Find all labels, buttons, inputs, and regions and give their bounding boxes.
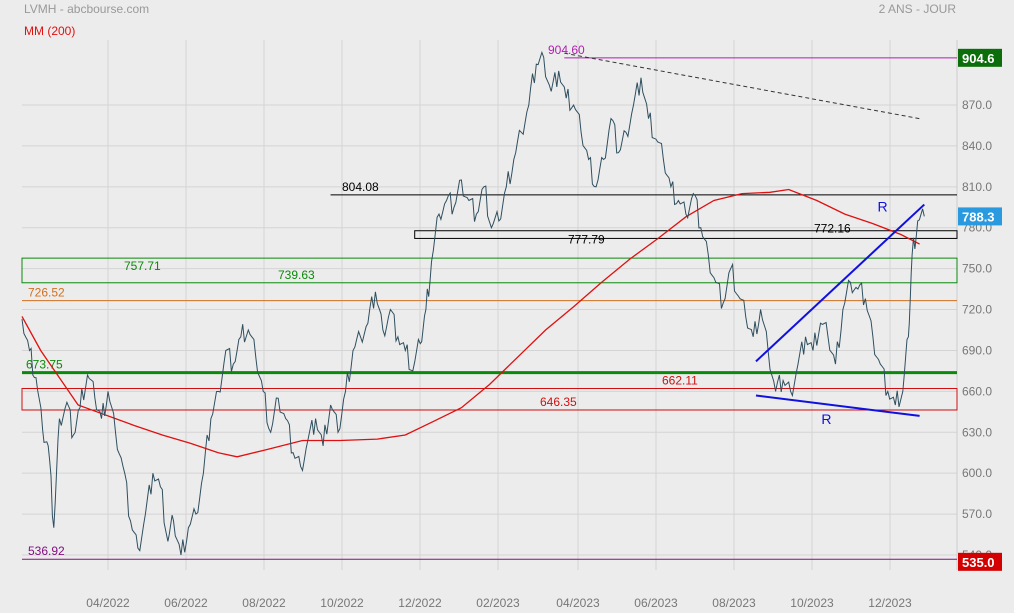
x-tick-label: 02/2023 [476, 596, 520, 610]
price-badge [958, 552, 1002, 571]
x-tick-label: 12/2023 [868, 596, 912, 610]
zone-label-bottom: 772.16 [814, 221, 851, 235]
ma200-line [21, 188, 920, 458]
y-tick-label: 690.0 [962, 343, 992, 357]
level-label: 673.75 [26, 358, 63, 372]
price-badge-label: 788.3 [962, 209, 995, 224]
y-tick-label: 630.0 [962, 425, 992, 439]
price-badge-label: 535.0 [962, 555, 995, 570]
level-label: 662.11 [662, 373, 698, 387]
chart-title: LVMH - abcbourse.com [24, 2, 150, 16]
zone-label-top: 777.79 [568, 233, 605, 247]
x-tick-label: 06/2023 [634, 596, 678, 610]
series-layer [21, 50, 925, 556]
zone-rect [414, 230, 958, 239]
level-label: 646.35 [540, 395, 577, 409]
y-tick-label: 870.0 [962, 98, 992, 112]
y-tick-label: 660.0 [962, 384, 992, 398]
trendline [755, 394, 920, 417]
x-tick-label: 10/2023 [790, 596, 834, 610]
x-tick-label: 06/2022 [164, 596, 208, 610]
price-badge-label: 904.6 [962, 51, 995, 66]
x-tick-label: 10/2022 [320, 596, 364, 610]
y-tick-label: 750.0 [962, 262, 992, 276]
y-tick-label: 840.0 [962, 139, 992, 153]
price-badge [958, 207, 1002, 226]
zone-label-top: 757.71 [124, 259, 161, 273]
price-badge [958, 48, 1002, 67]
level-label: 536.92 [28, 544, 65, 558]
level-label: 804.08 [342, 180, 379, 194]
levels-layer: 904.60 804.08 726.52 673.75 662.11 646.35 536.… [22, 43, 957, 560]
zone-rect [21, 257, 958, 284]
y-tick-label: 810.0 [962, 180, 992, 194]
y-tick-label: 720.0 [962, 303, 992, 317]
trendline [755, 203, 925, 363]
grid-layer [22, 40, 958, 570]
trendline [564, 52, 920, 120]
zones-layer: 757.71 739.63 777.79 772.16 [21, 221, 958, 411]
level-label: 904.60 [548, 43, 585, 57]
x-tick-label: 08/2022 [242, 596, 286, 610]
trendline-label: R [821, 411, 831, 427]
y-tick-label: 570.0 [962, 507, 992, 521]
x-tick-label: 04/2023 [556, 596, 600, 610]
indicator-label: MM (200) [24, 24, 76, 38]
x-tick-label: 08/2023 [712, 596, 756, 610]
level-label: 726.52 [28, 286, 65, 300]
period-label[interactable]: 2 ANS - JOUR [878, 2, 956, 16]
x-tick-label: 12/2022 [398, 596, 442, 610]
y-tick-label: 600.0 [962, 466, 992, 480]
price-line [21, 50, 925, 556]
trendlines-layer: RR [564, 52, 925, 427]
zone-label-bottom: 739.63 [278, 268, 315, 282]
trendline-label: R [878, 198, 888, 214]
x-tick-label: 04/2022 [86, 596, 130, 610]
axis-layer: 540.0570.0600.0630.0660.0690.0720.0750.0… [86, 48, 1002, 610]
